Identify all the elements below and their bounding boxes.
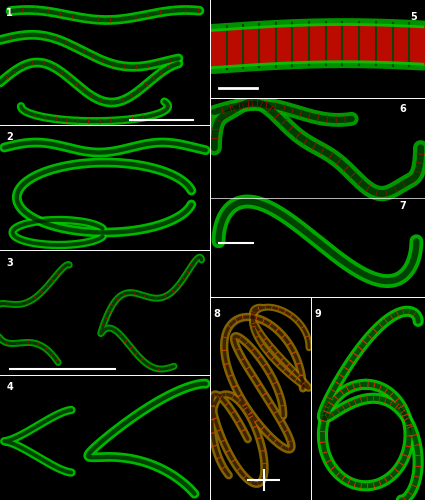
Text: 8: 8 xyxy=(213,309,220,319)
Text: 9: 9 xyxy=(314,309,321,319)
Text: 4: 4 xyxy=(6,382,13,392)
Text: 7: 7 xyxy=(399,202,406,211)
Text: 6: 6 xyxy=(399,104,406,114)
Text: 3: 3 xyxy=(6,258,13,268)
Text: 2: 2 xyxy=(6,132,13,142)
Text: 1: 1 xyxy=(6,8,13,18)
Text: 5: 5 xyxy=(410,12,416,22)
